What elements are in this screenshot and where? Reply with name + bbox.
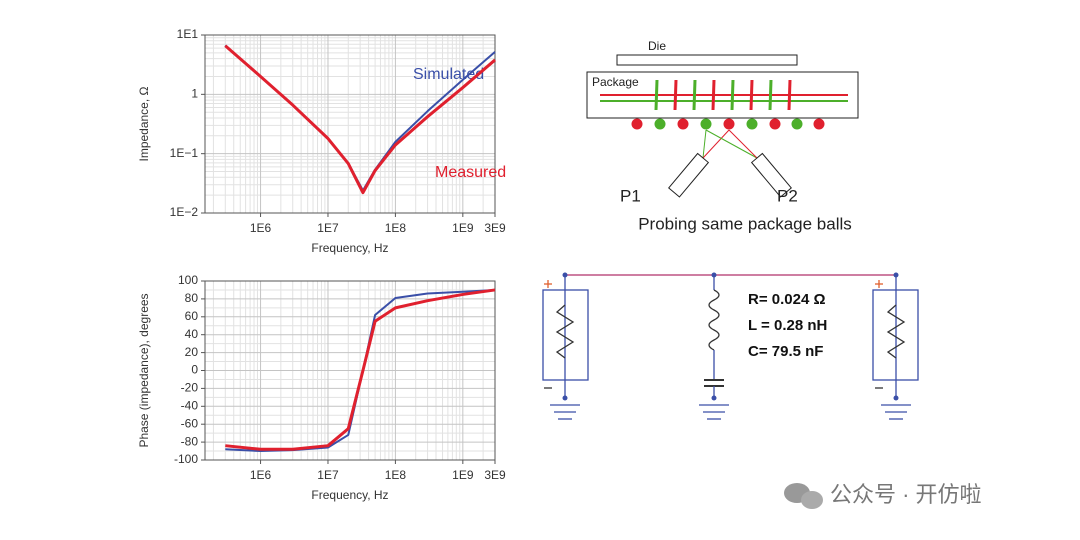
y-axis-label: Phase (impedance), degrees xyxy=(137,293,151,447)
balls xyxy=(631,118,825,130)
x-tick-label: 3E9 xyxy=(484,468,506,482)
probe-wire xyxy=(728,129,758,159)
x-axis-label: Frequency, Hz xyxy=(311,241,388,255)
x-tick-label: 1E8 xyxy=(385,468,407,482)
die-label: Die xyxy=(648,39,666,53)
y-tick-label: -100 xyxy=(174,452,198,466)
caption: Probing same package balls xyxy=(638,214,852,233)
y-tick-label: 1E−2 xyxy=(170,205,199,219)
y-tick-label: -20 xyxy=(181,381,199,395)
probe-wire xyxy=(702,129,730,159)
series-label: Simulated xyxy=(413,66,484,83)
vias xyxy=(654,79,792,111)
y-tick-label: 20 xyxy=(185,345,199,359)
resistance: R= 0.024 Ω xyxy=(748,291,826,308)
series-line xyxy=(224,44,496,195)
x-tick-label: 1E7 xyxy=(317,221,339,235)
x-tick-label: 1E6 xyxy=(250,221,272,235)
y-tick-label: 40 xyxy=(185,327,199,341)
plot-frame xyxy=(204,34,496,214)
y-tick-label: 1E1 xyxy=(177,27,199,41)
circuit xyxy=(542,272,919,420)
y-tick-label: 1E−1 xyxy=(170,146,199,160)
y-tick-label: -40 xyxy=(181,398,199,412)
y-tick-label: 100 xyxy=(178,273,198,287)
probe-label: P2 xyxy=(777,186,798,205)
watermark-icon xyxy=(784,483,823,509)
y-tick-label: 80 xyxy=(185,291,199,305)
capacitance: C= 79.5 nF xyxy=(748,343,823,360)
y-tick-label: -60 xyxy=(181,416,199,430)
probe xyxy=(668,152,710,198)
series-label: Measured xyxy=(435,164,506,181)
y-tick-label: 60 xyxy=(185,309,199,323)
y-tick-label: 1 xyxy=(191,87,198,101)
probe-wire xyxy=(705,129,758,159)
plot-frame xyxy=(204,280,496,461)
inductance: L = 0.28 nH xyxy=(748,317,827,334)
x-tick-label: 1E6 xyxy=(250,468,272,482)
die-shape xyxy=(616,54,798,66)
y-tick-label: 0 xyxy=(191,363,198,377)
series-line xyxy=(225,288,496,451)
plot-area xyxy=(205,35,495,213)
y-axis-label: Impedance, Ω xyxy=(137,86,151,161)
probe-label: P1 xyxy=(620,186,641,205)
x-axis-label: Frequency, Hz xyxy=(311,488,388,502)
x-tick-label: 3E9 xyxy=(484,221,506,235)
x-tick-label: 1E9 xyxy=(452,221,474,235)
package-label: Package xyxy=(592,75,639,89)
package-diagram xyxy=(586,54,859,198)
x-tick-label: 1E7 xyxy=(317,468,339,482)
probe-wire xyxy=(702,129,707,159)
y-tick-label: -80 xyxy=(181,434,199,448)
x-tick-label: 1E9 xyxy=(452,468,474,482)
probe xyxy=(750,152,792,198)
watermark: 公众号 · 开仿啦 xyxy=(830,482,982,507)
x-tick-label: 1E8 xyxy=(385,221,407,235)
